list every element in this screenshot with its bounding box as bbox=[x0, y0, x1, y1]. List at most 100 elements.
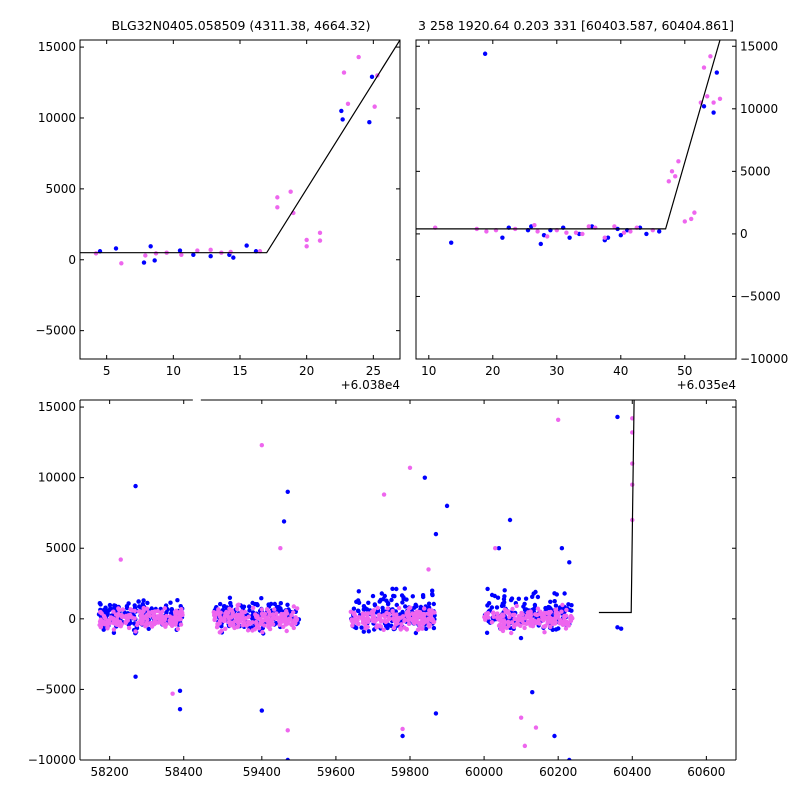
chart-title: BLG32N0405.058509 (4311.38, 4664.32) bbox=[111, 18, 370, 33]
data-point bbox=[501, 623, 506, 629]
data-point bbox=[496, 617, 502, 622]
data-point bbox=[422, 619, 428, 625]
data-point bbox=[533, 725, 539, 730]
data-point bbox=[262, 623, 267, 628]
data-point bbox=[396, 617, 401, 623]
y-tick-label: −5000 bbox=[740, 289, 781, 303]
data-point bbox=[208, 254, 213, 259]
data-point bbox=[149, 621, 154, 626]
data-point bbox=[275, 195, 280, 200]
data-point bbox=[161, 622, 166, 627]
data-point bbox=[406, 621, 412, 626]
data-point bbox=[676, 159, 681, 164]
data-point bbox=[243, 616, 248, 621]
data-point bbox=[705, 94, 710, 99]
data-point bbox=[119, 614, 125, 620]
data-point bbox=[419, 619, 425, 624]
data-point bbox=[148, 244, 153, 249]
data-point bbox=[119, 261, 124, 266]
data-point bbox=[355, 608, 361, 613]
data-point bbox=[410, 611, 415, 616]
data-point bbox=[400, 726, 405, 732]
data-point bbox=[377, 599, 382, 604]
data-point bbox=[444, 503, 450, 509]
data-point bbox=[263, 615, 268, 620]
data-point bbox=[377, 615, 382, 620]
data-point bbox=[354, 617, 360, 622]
data-point bbox=[519, 617, 524, 622]
plot-area bbox=[416, 40, 723, 247]
data-point bbox=[518, 623, 523, 628]
data-point bbox=[382, 618, 387, 624]
data-point bbox=[553, 607, 559, 612]
x-tick-label: 59600 bbox=[317, 765, 355, 779]
data-point bbox=[135, 620, 140, 626]
data-point bbox=[483, 617, 488, 622]
x-tick-label: 59400 bbox=[243, 765, 281, 779]
data-point bbox=[509, 596, 515, 601]
data-point bbox=[567, 235, 572, 240]
data-point bbox=[552, 599, 557, 604]
data-point bbox=[275, 205, 280, 210]
data-point bbox=[384, 598, 389, 603]
data-point bbox=[416, 609, 421, 614]
data-point bbox=[105, 611, 110, 616]
data-point bbox=[398, 627, 403, 632]
data-point bbox=[285, 621, 291, 626]
data-point bbox=[423, 626, 429, 631]
data-point bbox=[178, 617, 183, 622]
data-point bbox=[140, 618, 145, 624]
data-point bbox=[277, 622, 282, 627]
data-point bbox=[162, 606, 167, 611]
data-point bbox=[369, 74, 375, 80]
data-point bbox=[285, 602, 290, 607]
data-point bbox=[560, 602, 565, 608]
data-point bbox=[240, 605, 246, 611]
data-point bbox=[285, 728, 290, 733]
data-point bbox=[173, 614, 178, 619]
data-point bbox=[485, 603, 490, 608]
data-point bbox=[386, 611, 392, 617]
data-point bbox=[711, 100, 716, 105]
data-point bbox=[400, 614, 406, 619]
data-point bbox=[491, 614, 496, 619]
data-point bbox=[144, 606, 150, 611]
data-point bbox=[281, 624, 286, 629]
data-point bbox=[146, 626, 151, 631]
data-point bbox=[105, 624, 110, 629]
data-point bbox=[689, 216, 694, 222]
data-point bbox=[529, 621, 534, 627]
data-point bbox=[491, 610, 496, 615]
x-tick-label: 60200 bbox=[539, 765, 577, 779]
data-point bbox=[272, 607, 277, 612]
data-point bbox=[548, 599, 553, 604]
data-point bbox=[522, 625, 527, 631]
data-point bbox=[394, 602, 399, 608]
data-point bbox=[567, 757, 572, 760]
data-point bbox=[430, 588, 435, 593]
data-point bbox=[341, 70, 347, 75]
data-point bbox=[386, 615, 391, 620]
data-point bbox=[98, 617, 104, 622]
data-point bbox=[289, 613, 294, 618]
data-point bbox=[133, 483, 138, 489]
data-point bbox=[177, 248, 183, 253]
data-point bbox=[538, 241, 543, 247]
data-point bbox=[295, 606, 300, 611]
data-point bbox=[370, 610, 376, 616]
data-point bbox=[160, 614, 165, 619]
y-tick-label: −5000 bbox=[35, 682, 76, 696]
data-point bbox=[258, 621, 264, 627]
data-point bbox=[145, 600, 150, 606]
data-point bbox=[266, 620, 271, 625]
data-point bbox=[247, 608, 252, 613]
data-point bbox=[521, 621, 526, 626]
data-point bbox=[118, 624, 124, 629]
x-offset-label: +6.038e4 bbox=[341, 378, 400, 392]
x-tick-label: 5 bbox=[103, 364, 111, 378]
data-point bbox=[117, 607, 122, 613]
data-point bbox=[400, 600, 405, 605]
data-point bbox=[393, 622, 398, 627]
data-point bbox=[372, 104, 377, 109]
data-point bbox=[251, 605, 256, 611]
